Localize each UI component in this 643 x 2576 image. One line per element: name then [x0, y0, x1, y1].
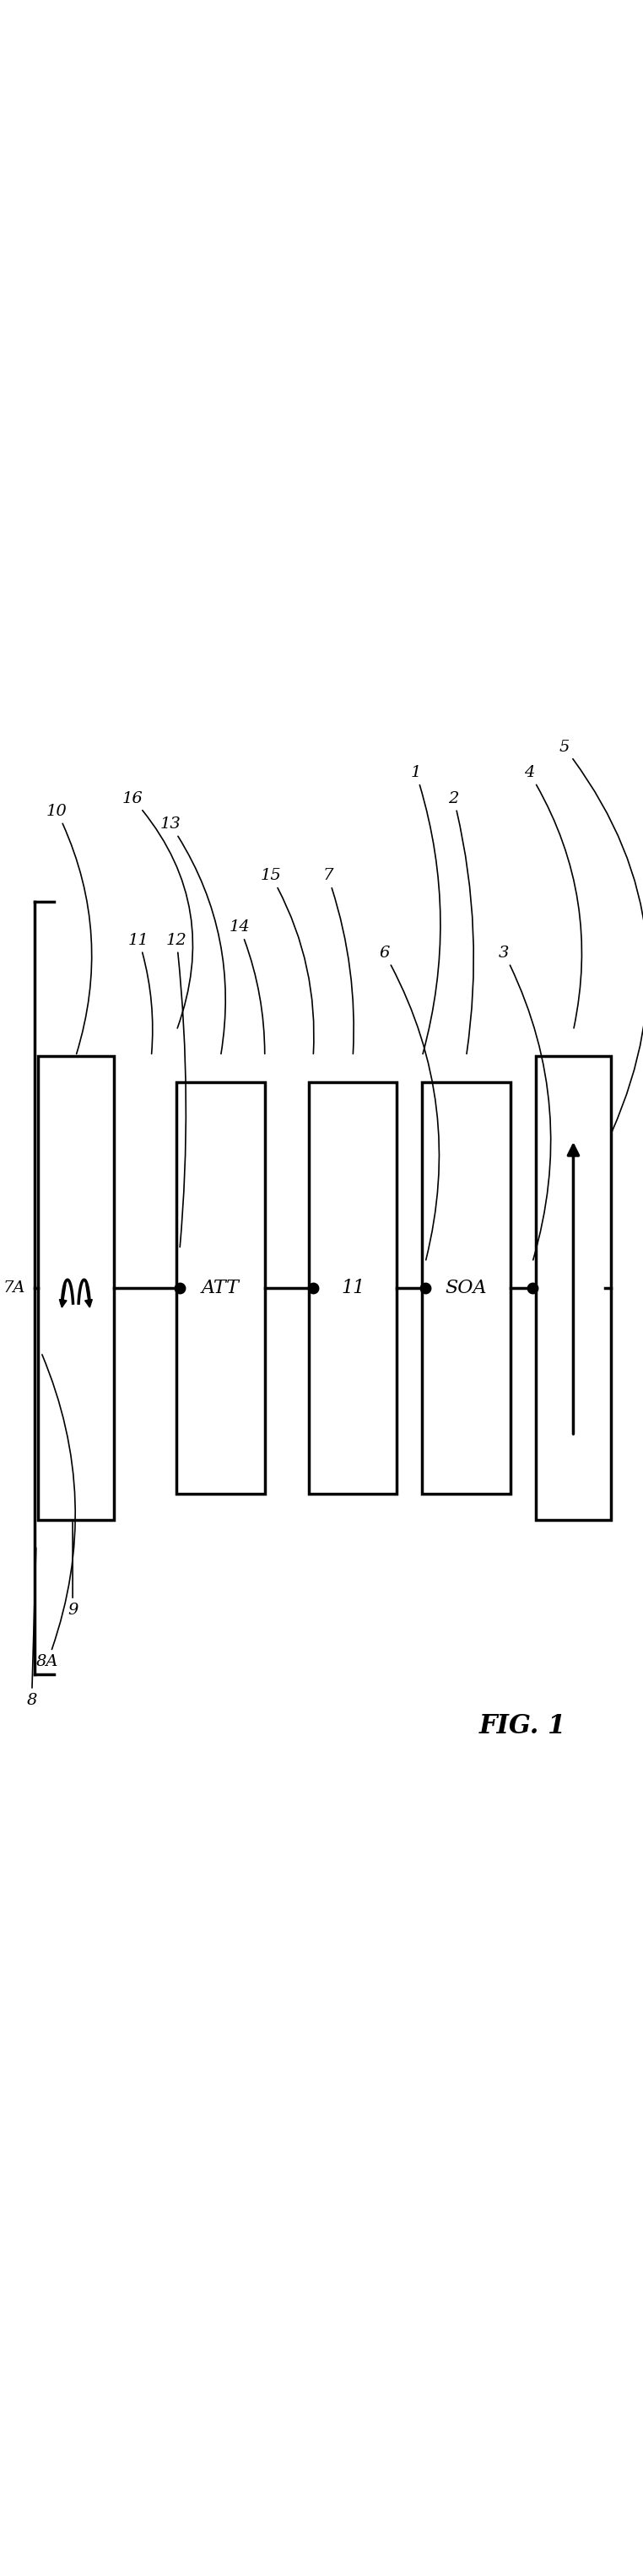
Text: 9: 9: [68, 1522, 78, 1618]
Text: 1: 1: [411, 765, 440, 1054]
Bar: [309, 1082, 397, 1494]
Text: 12: 12: [166, 933, 187, 1247]
Bar: [536, 1056, 611, 1520]
Text: 8: 8: [26, 1548, 37, 1708]
Text: 13: 13: [160, 817, 226, 1054]
Text: SOA: SOA: [446, 1278, 487, 1298]
Text: FIG. 1: FIG. 1: [480, 1713, 566, 1739]
Text: 16: 16: [122, 791, 193, 1028]
Text: 5: 5: [559, 739, 643, 1131]
Text: 3: 3: [499, 945, 551, 1260]
Text: 4: 4: [524, 765, 582, 1028]
Text: 7: 7: [323, 868, 354, 1054]
Text: 6: 6: [379, 945, 439, 1260]
Text: 14: 14: [229, 920, 265, 1054]
Text: 10: 10: [46, 804, 92, 1054]
Text: 15: 15: [260, 868, 314, 1054]
Text: 2: 2: [448, 791, 474, 1054]
Text: 7A: 7A: [3, 1280, 25, 1296]
Text: 11: 11: [129, 933, 152, 1054]
Text: 11: 11: [341, 1278, 365, 1298]
Text: 8A: 8A: [36, 1355, 75, 1669]
Bar: [422, 1082, 511, 1494]
Bar: [38, 1056, 114, 1520]
Text: ATT: ATT: [202, 1278, 240, 1298]
Bar: [177, 1082, 265, 1494]
